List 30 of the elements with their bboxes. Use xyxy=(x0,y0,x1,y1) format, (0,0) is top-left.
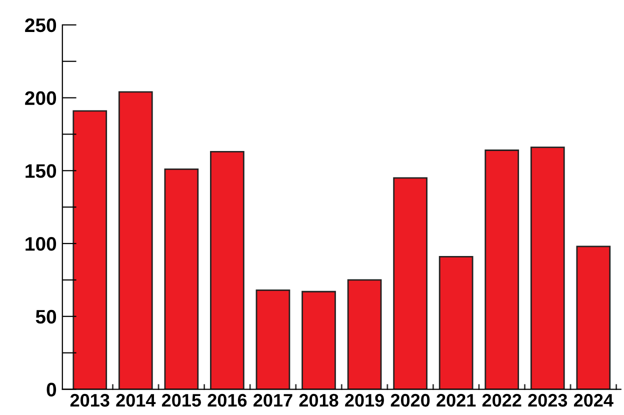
bar xyxy=(393,177,428,390)
x-tick-label: 2019 xyxy=(345,394,384,407)
x-tick-label: 2023 xyxy=(528,394,568,407)
y-tick-label: 0 xyxy=(46,382,56,397)
x-tick-label: 2016 xyxy=(208,394,247,407)
bar xyxy=(256,289,290,390)
bar xyxy=(576,246,611,390)
y-tick-label: 200 xyxy=(25,91,56,106)
bar xyxy=(72,110,108,390)
bar xyxy=(484,150,520,390)
x-tick-label: 2020 xyxy=(390,394,430,407)
x-tick-label: 2022 xyxy=(482,394,522,407)
x-tick-label: 2017 xyxy=(254,394,292,407)
bar xyxy=(210,151,244,390)
x-tick-label: 2018 xyxy=(299,394,338,407)
bar xyxy=(302,290,336,390)
bar xyxy=(164,168,199,390)
bar xyxy=(118,91,153,390)
bar xyxy=(530,146,565,390)
x-tick-label: 2013 xyxy=(70,394,110,407)
x-tick-label: 2014 xyxy=(116,394,156,407)
y-tick-label: 250 xyxy=(25,18,56,32)
x-tick-label: 2015 xyxy=(162,394,202,407)
y-tick-label: 50 xyxy=(36,310,56,324)
y-tick-label: 100 xyxy=(26,236,56,251)
y-tick-label: 150 xyxy=(26,164,56,178)
x-tick-label: 2024 xyxy=(574,394,614,407)
bar xyxy=(347,279,382,390)
x-tick-label: 2021 xyxy=(436,394,476,407)
bar xyxy=(438,256,474,390)
